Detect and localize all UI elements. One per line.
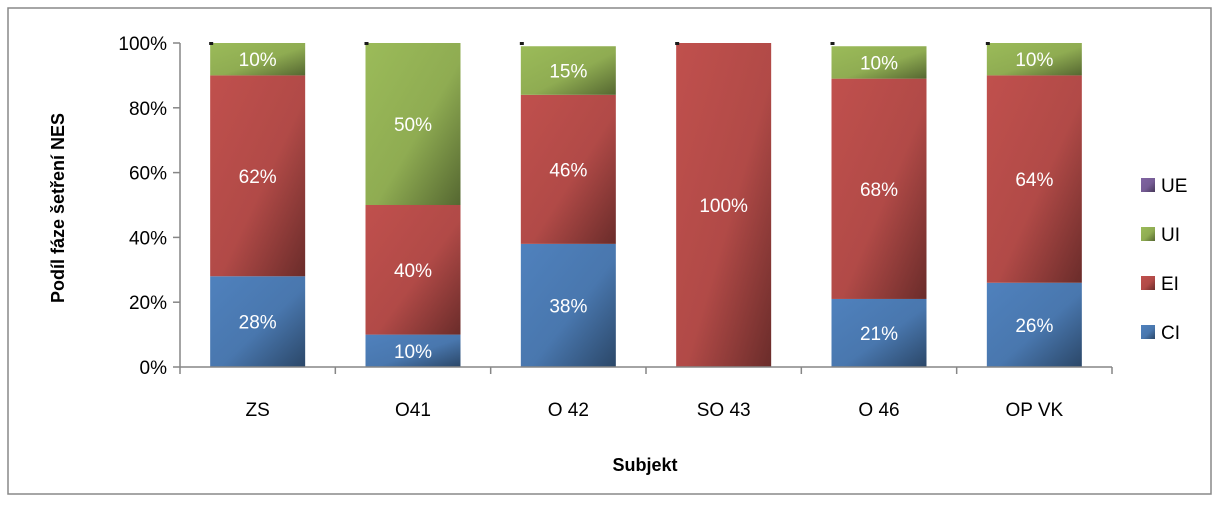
x-tick-label: O41 xyxy=(395,400,431,421)
data-label-o41-ei: 40% xyxy=(394,261,432,282)
x-tick-label: O 46 xyxy=(858,400,899,421)
legend-swatch-ei xyxy=(1141,276,1155,290)
bar-segment-op-vk-ui xyxy=(986,43,1082,76)
bar-segment-o41-ei xyxy=(365,205,461,335)
axes: 0% 20% 40% 60% 80% 100% ZS O41 O 42 SO 43 O 46 OP V… xyxy=(118,34,1113,421)
data-label-zs-ei: 62% xyxy=(239,167,277,188)
data-label-o-46-ui: 10% xyxy=(860,53,898,74)
y-tick-label: 20% xyxy=(129,293,167,314)
bar-top-marker xyxy=(675,42,680,45)
bar-segment-o41-ui xyxy=(365,43,461,205)
data-label-op-vk-ei: 64% xyxy=(1015,170,1053,191)
y-tick-label: 60% xyxy=(129,164,167,185)
bar-top-marker xyxy=(209,42,214,45)
data-label-o-46-ci: 21% xyxy=(860,324,898,345)
legend-label-ue: UE xyxy=(1161,176,1187,197)
bar-segment-so-43-ei xyxy=(676,43,772,367)
plot-area: 28% 62% 10% 10% 40% 50% 38% 46% 15% 100% 21% 68% 10%… xyxy=(209,42,1082,367)
bar-segment-o-46-ei xyxy=(831,78,927,299)
bar-segment-o41-ci xyxy=(365,334,461,367)
legend-swatch-ui xyxy=(1141,227,1155,241)
data-label-o-46-ei: 68% xyxy=(860,180,898,201)
y-tick-label: 100% xyxy=(118,34,167,55)
bar-segment-zs-ci xyxy=(210,276,306,367)
legend: UE UI EI CI xyxy=(1141,176,1187,344)
legend-swatch-ue xyxy=(1141,178,1155,192)
bar-segment-o-42-ei xyxy=(520,94,616,244)
data-label-o-42-ui: 15% xyxy=(549,62,587,83)
legend-swatch-ci xyxy=(1141,325,1155,339)
bar-segment-op-vk-ci xyxy=(986,282,1082,367)
data-label-zs-ui: 10% xyxy=(239,50,277,71)
data-label-o41-ui: 50% xyxy=(394,115,432,136)
x-tick-label: SO 43 xyxy=(697,400,751,421)
data-label-o-42-ei: 46% xyxy=(549,160,587,181)
bar-top-marker xyxy=(519,42,524,45)
legend-label-ci: CI xyxy=(1161,323,1180,344)
bar-segment-zs-ei xyxy=(210,75,306,277)
bar-top-marker xyxy=(985,42,990,45)
bar-segment-o-46-ui xyxy=(831,46,927,79)
data-label-op-vk-ui: 10% xyxy=(1015,50,1053,71)
bar-segment-o-42-ci xyxy=(520,243,616,367)
bar-top-marker xyxy=(830,42,835,45)
data-label-so-43-ei: 100% xyxy=(699,196,748,217)
y-tick-label: 80% xyxy=(129,99,167,120)
data-label-op-vk-ci: 26% xyxy=(1015,316,1053,337)
x-tick-label: O 42 xyxy=(548,400,589,421)
bar-segment-o-46-ci xyxy=(831,298,927,367)
legend-label-ui: UI xyxy=(1161,225,1180,246)
bar-top-marker xyxy=(364,42,369,45)
data-label-o-42-ci: 38% xyxy=(549,296,587,317)
bar-segment-op-vk-ei xyxy=(986,75,1082,283)
data-label-o41-ci: 10% xyxy=(394,342,432,363)
x-tick-label: OP VK xyxy=(1005,400,1063,421)
y-axis-title: Podíl fáze šetření NES xyxy=(48,113,68,303)
bar-segment-zs-ui xyxy=(210,43,306,76)
x-tick-label: ZS xyxy=(246,400,270,421)
x-axis-title: Subjekt xyxy=(612,455,677,475)
data-label-zs-ci: 28% xyxy=(239,313,277,334)
y-tick-label: 0% xyxy=(140,358,168,379)
legend-label-ei: EI xyxy=(1161,274,1179,295)
y-tick-label: 40% xyxy=(129,228,167,249)
bar-segment-o-42-ui xyxy=(520,46,616,95)
